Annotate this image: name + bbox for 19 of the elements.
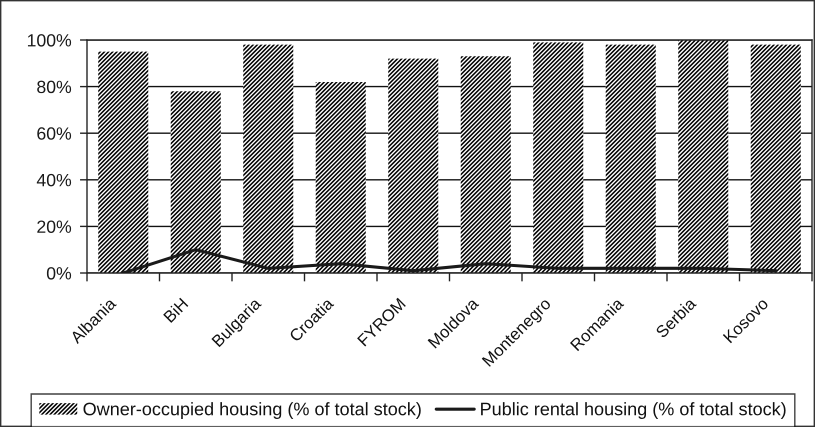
y-tick-label: 60% [37, 127, 72, 140]
bar [606, 44, 656, 273]
bar [98, 52, 148, 273]
bar [316, 82, 366, 273]
bar [533, 42, 584, 273]
bar [170, 91, 221, 273]
x-tick-label: BiH [162, 297, 188, 323]
y-tick-label: 80% [37, 80, 72, 94]
y-tick-label: 100% [28, 34, 72, 47]
bar [678, 40, 728, 273]
legend-label: Public rental housing (% of total stock) [481, 402, 786, 419]
y-tick-label: 40% [36, 174, 72, 186]
y-tick-label: 0% [46, 267, 72, 280]
bar [243, 44, 294, 273]
y-tick-label: 20% [37, 220, 72, 233]
bar [388, 58, 438, 273]
legend-label: Owner-occupied housing (% of total stock) [84, 402, 421, 419]
bar [460, 56, 511, 273]
bar [750, 44, 801, 273]
